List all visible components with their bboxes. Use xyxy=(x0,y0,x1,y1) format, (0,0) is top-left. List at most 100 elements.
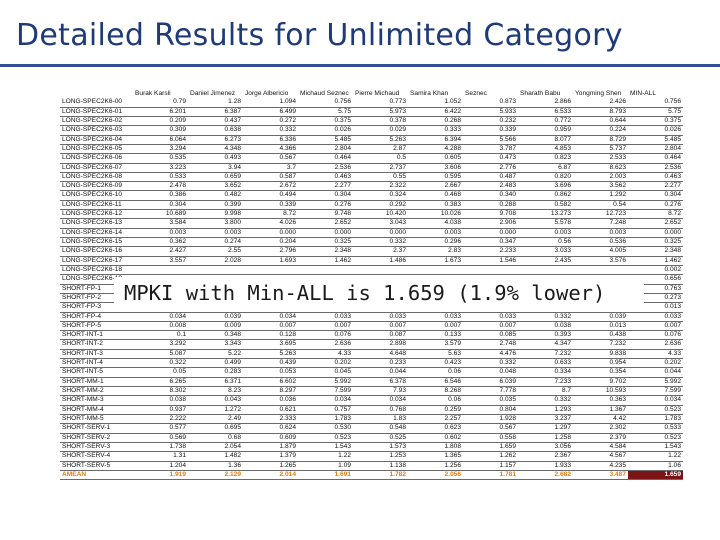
table-cell: 0.332 xyxy=(518,312,573,322)
table-cell: 0.000 xyxy=(243,228,298,239)
row-label: SHORT-SERV-3 xyxy=(60,442,133,453)
table-body: LONG-SPEC2K6-00 0.79 1.28 1.094 0.756 0.773 1.… xyxy=(60,98,683,481)
table-cell: 0.959 xyxy=(518,125,573,136)
table-cell: 1.928 xyxy=(463,414,518,425)
table-cell: 2.906 xyxy=(463,218,518,229)
table-cell: 1.36 xyxy=(188,461,243,471)
table-cell: 0.525 xyxy=(353,433,408,443)
table-cell: 2.129 xyxy=(188,470,243,481)
table-cell: 0.937 xyxy=(133,405,188,415)
table-cell: 0.954 xyxy=(573,358,628,369)
row-label: LONG-SPEC2K6-08 xyxy=(60,172,133,183)
table-cell: 5.485 xyxy=(298,135,353,145)
table-cell: 0.768 xyxy=(353,405,408,415)
table-cell: 4.648 xyxy=(353,349,408,360)
row-label: SHORT-INT-4 xyxy=(60,358,133,369)
table-cell: 0.695 xyxy=(188,423,243,434)
table-cell: 5.263 xyxy=(243,349,298,360)
table-cell: 0.558 xyxy=(463,433,518,443)
table-cell: 2.302 xyxy=(573,423,628,434)
table-cell: 0.128 xyxy=(243,330,298,341)
table-cell: 0.076 xyxy=(628,330,683,341)
row-label: AMEAN xyxy=(60,470,133,481)
table-cell: 0.333 xyxy=(408,125,463,136)
table-cell: 5.992 xyxy=(298,377,353,388)
row-label: SHORT-INT-2 xyxy=(60,339,133,350)
table-cell: 3.584 xyxy=(133,218,188,229)
table-cell: 3.292 xyxy=(133,339,188,350)
table-cell: 3.043 xyxy=(353,218,408,229)
table-cell: 1.462 xyxy=(298,256,353,266)
table-cell: 0.340 xyxy=(463,190,518,201)
row-label: SHORT-MM-4 xyxy=(60,405,133,415)
table-cell: 1.693 xyxy=(243,256,298,266)
table-cell: 2.87 xyxy=(353,144,408,155)
table-cell: 0.493 xyxy=(188,153,243,164)
table-cell: 2.652 xyxy=(628,218,683,229)
table-cell: 6.387 xyxy=(188,107,243,117)
table-row: SHORT-MM-1 6.265 6.371 6.602 5.992 6.378 6.546… xyxy=(60,377,683,388)
row-label: LONG-SPEC2K6-17 xyxy=(60,256,133,266)
table-cell: 0.820 xyxy=(518,172,573,183)
row-label: LONG-SPEC2K6-04 xyxy=(60,135,133,145)
table-cell: 1.293 xyxy=(518,405,573,415)
table-cell xyxy=(353,265,408,276)
table-cell: 6.87 xyxy=(518,163,573,173)
table-cell: 0.339 xyxy=(243,200,298,211)
table-cell: 0.007 xyxy=(463,321,518,332)
table-cell: 8.297 xyxy=(243,386,298,397)
table-cell: 1.83 xyxy=(353,414,408,425)
table-cell: 4.42 xyxy=(573,414,628,425)
table-cell: 0.638 xyxy=(188,125,243,136)
table-cell: 3.7 xyxy=(243,163,298,173)
table-cell: 5.087 xyxy=(133,349,188,360)
table-cell: 0.659 xyxy=(188,172,243,183)
table-row: LONG-SPEC2K6-07 3.223 3.94 3.7 2.536 2.737 3.6… xyxy=(60,163,683,173)
table-cell: 1.783 xyxy=(298,414,353,425)
table-cell: 7.778 xyxy=(463,386,518,397)
row-label: LONG-SPEC2K6-14 xyxy=(60,228,133,239)
table-cell: 2.003 xyxy=(573,172,628,183)
table-cell: 0.499 xyxy=(188,358,243,369)
column-header: Michaud Seznec xyxy=(300,90,349,97)
table-cell: 0.076 xyxy=(298,330,353,341)
table-cell: 3.557 xyxy=(133,256,188,266)
row-label: SHORT-MM-2 xyxy=(60,386,133,397)
table-cell: 0.325 xyxy=(298,237,353,248)
table-cell: 2.348 xyxy=(628,246,683,257)
table-cell: 0.633 xyxy=(518,358,573,369)
table-cell: 0.567 xyxy=(243,153,298,164)
table-cell: 0.033 xyxy=(408,312,463,322)
table-cell: 0.577 xyxy=(133,423,188,434)
table-cell: 0.347 xyxy=(463,237,518,248)
table-row: LONG-SPEC2K6-17 3.557 2.028 1.693 1.462 1.486… xyxy=(60,256,683,266)
table-cell: 6.422 xyxy=(408,107,463,117)
table-cell: 0.283 xyxy=(188,367,243,378)
table-cell: 1.659 xyxy=(463,442,518,453)
table-cell: 0.55 xyxy=(353,172,408,183)
table-cell: 2.257 xyxy=(408,414,463,425)
table-cell: 0.034 xyxy=(298,395,353,406)
table-row: SHORT-MM-4 0.937 1.272 0.621 0.757 0.768 0.259… xyxy=(60,405,683,415)
table-cell: 0.494 xyxy=(243,190,298,201)
row-label: SHORT-SERV-2 xyxy=(60,433,133,443)
table-cell: 1.738 xyxy=(133,442,188,453)
table-row: LONG-SPEC2K6-16 2.427 2.55 2.796 2.348 2.37 2.… xyxy=(60,246,683,257)
table-cell: 1.157 xyxy=(463,461,518,471)
table-cell: 1.204 xyxy=(133,461,188,471)
table-cell: 0.375 xyxy=(298,116,353,127)
table-cell: 0.437 xyxy=(188,116,243,127)
table-cell: 0.007 xyxy=(353,321,408,332)
table-cell: 0.862 xyxy=(518,190,573,201)
table-row: LONG-SPEC2K6-04 6.064 6.273 6.336 5.485 5.263… xyxy=(60,135,683,145)
table-cell: 1.256 xyxy=(408,461,463,471)
column-header: Samira Khan xyxy=(410,90,449,97)
table-cell: 2.636 xyxy=(628,339,683,350)
table-cell: 8.729 xyxy=(573,135,628,145)
row-label: SHORT-SERV-5 xyxy=(60,461,133,471)
table-cell: 0.007 xyxy=(628,321,683,332)
table-cell: 0.609 xyxy=(243,433,298,443)
table-row: LONG-SPEC2K6-13 3.584 3.800 4.026 2.652 3.043… xyxy=(60,218,683,229)
table-cell: 5.263 xyxy=(353,135,408,145)
table-cell: 5.737 xyxy=(573,144,628,155)
